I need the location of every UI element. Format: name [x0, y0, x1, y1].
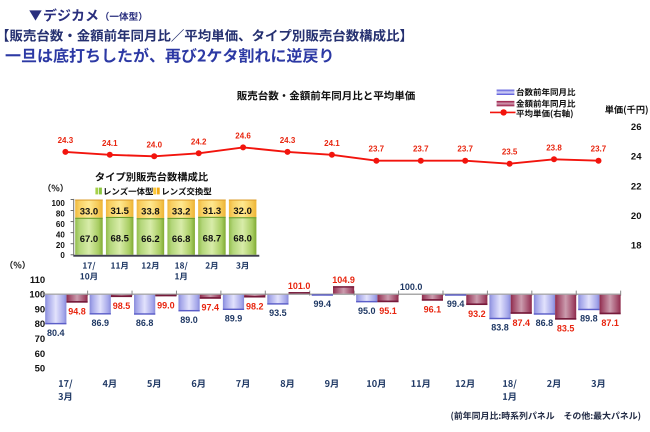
svg-text:23.7: 23.7 — [457, 145, 473, 154]
svg-text:24.1: 24.1 — [324, 139, 340, 148]
svg-text:96.1: 96.1 — [424, 305, 442, 315]
svg-text:97.4: 97.4 — [202, 303, 220, 313]
svg-text:99.4: 99.4 — [314, 299, 332, 309]
svg-text:66.2: 66.2 — [141, 234, 160, 245]
svg-text:66.8: 66.8 — [172, 234, 191, 245]
svg-text:24.0: 24.0 — [146, 140, 162, 149]
svg-text:24.6: 24.6 — [235, 131, 251, 140]
svg-text:68.5: 68.5 — [110, 233, 129, 244]
svg-text:68.0: 68.0 — [233, 234, 252, 245]
svg-text:89.0: 89.0 — [180, 315, 198, 325]
svg-text:101.0: 101.0 — [288, 281, 311, 291]
svg-text:24.3: 24.3 — [280, 136, 296, 145]
svg-text:24.3: 24.3 — [58, 136, 74, 145]
svg-text:24: 24 — [631, 152, 642, 163]
svg-text:68.7: 68.7 — [203, 233, 222, 244]
svg-text:67.0: 67.0 — [80, 234, 99, 245]
svg-text:50: 50 — [35, 364, 46, 375]
svg-text:70: 70 — [35, 334, 46, 345]
svg-text:99.4: 99.4 — [447, 299, 465, 309]
svg-text:23.7: 23.7 — [591, 145, 607, 154]
svg-text:20: 20 — [631, 211, 642, 222]
svg-text:93.2: 93.2 — [468, 309, 486, 319]
svg-text:80: 80 — [35, 319, 46, 330]
svg-text:83.5: 83.5 — [557, 324, 575, 334]
svg-text:98.5: 98.5 — [113, 301, 131, 311]
svg-text:86.8: 86.8 — [136, 318, 154, 328]
svg-text:33.0: 33.0 — [80, 206, 99, 217]
svg-text:94.8: 94.8 — [68, 307, 86, 317]
svg-text:93.5: 93.5 — [269, 308, 287, 318]
svg-text:24.1: 24.1 — [102, 139, 118, 148]
svg-text:100: 100 — [51, 199, 65, 208]
svg-text:80.4: 80.4 — [47, 328, 65, 338]
svg-text:22: 22 — [631, 181, 642, 192]
svg-text:104.9: 104.9 — [332, 275, 355, 285]
svg-text:60: 60 — [56, 220, 65, 229]
svg-text:89.8: 89.8 — [580, 314, 598, 324]
svg-text:95.0: 95.0 — [358, 306, 376, 316]
svg-text:32.0: 32.0 — [233, 206, 252, 217]
svg-text:95.1: 95.1 — [379, 306, 397, 316]
svg-text:23.8: 23.8 — [546, 143, 562, 152]
svg-text:110: 110 — [30, 275, 45, 286]
svg-text:40: 40 — [56, 230, 65, 239]
svg-text:23.7: 23.7 — [413, 145, 429, 154]
svg-text:31.5: 31.5 — [110, 206, 129, 217]
svg-text:60: 60 — [35, 349, 46, 360]
svg-text:89.9: 89.9 — [225, 314, 243, 324]
svg-text:87.1: 87.1 — [601, 318, 619, 328]
svg-text:26: 26 — [631, 122, 642, 133]
svg-text:33.2: 33.2 — [172, 206, 191, 217]
svg-text:100.0: 100.0 — [400, 282, 423, 292]
svg-text:100: 100 — [29, 290, 45, 301]
svg-text:80: 80 — [56, 209, 65, 218]
svg-text:23.7: 23.7 — [369, 145, 385, 154]
svg-text:90: 90 — [35, 304, 46, 315]
svg-text:31.3: 31.3 — [203, 206, 222, 217]
svg-text:23.5: 23.5 — [502, 148, 518, 157]
svg-text:20: 20 — [56, 241, 65, 250]
svg-text:83.8: 83.8 — [491, 323, 509, 333]
svg-text:24.2: 24.2 — [191, 137, 207, 146]
svg-text:86.9: 86.9 — [91, 318, 109, 328]
svg-text:99.0: 99.0 — [157, 300, 175, 310]
svg-text:98.2: 98.2 — [246, 302, 264, 312]
svg-text:33.8: 33.8 — [141, 207, 160, 218]
svg-text:86.8: 86.8 — [536, 318, 554, 328]
svg-text:0: 0 — [60, 251, 65, 260]
svg-text:18: 18 — [631, 240, 642, 251]
svg-text:87.4: 87.4 — [512, 318, 530, 328]
